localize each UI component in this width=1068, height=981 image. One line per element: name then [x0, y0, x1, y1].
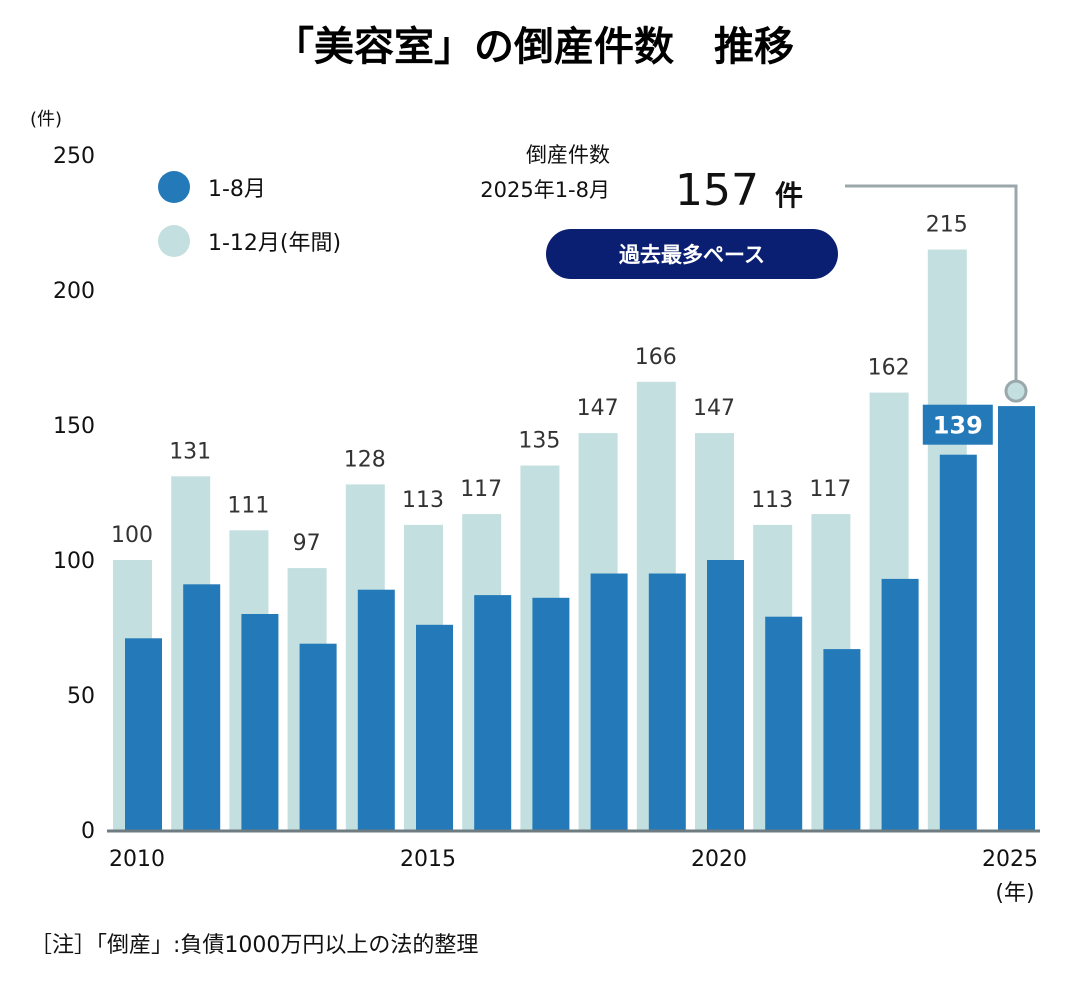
bar-jan-aug-2015	[416, 624, 453, 830]
legend-label-jan-aug: 1-8月	[208, 177, 266, 202]
legend-swatch-annual	[158, 225, 190, 257]
value-label-annual-2023: 162	[868, 356, 910, 381]
bar-jan-aug-2016	[474, 595, 512, 830]
value-label-annual-2017: 135	[518, 429, 560, 454]
record-pace-badge-label: 過去最多ペース	[619, 243, 765, 267]
bar-jan-aug-2023	[881, 578, 919, 830]
bar-jan-aug-2010	[125, 638, 162, 830]
value-label-annual-2016: 117	[460, 477, 502, 502]
legend: 1-8月 1-12月(年間)	[158, 171, 341, 257]
bar-jan-aug-2020	[707, 560, 744, 830]
value-label-annual-2012: 111	[227, 493, 269, 518]
value-label-annual-2020: 147	[693, 396, 735, 421]
value-label-annual-2015: 113	[402, 488, 444, 513]
bar-jan-aug-2017	[532, 597, 570, 830]
bar-jan-aug-2019	[648, 573, 686, 830]
data-labels: 100 131 111 97 128 113 117 135 147 166 147 113 117 16…	[111, 213, 993, 556]
y-tick-label: 250	[53, 144, 95, 169]
footnote: ［注］「倒産」:負債1000万円以上の法的整理	[30, 933, 478, 958]
bar-jan-aug-2025	[998, 406, 1035, 830]
value-label-jan-aug-2024: 139	[933, 412, 983, 440]
callout-unit: 件	[775, 179, 803, 212]
bar-jan-aug-2022	[823, 649, 861, 830]
callout-leader-line	[845, 184, 1018, 391]
series-jan-aug-bars	[125, 406, 1035, 830]
value-label-annual-2019: 166	[635, 345, 677, 370]
y-axis-unit: (件)	[30, 109, 62, 130]
y-tick-label: 0	[81, 819, 95, 844]
value-label-annual-2014: 128	[344, 447, 386, 472]
bar-jan-aug-2024	[939, 454, 977, 830]
bar-jan-aug-2012	[241, 614, 279, 830]
value-label-annual-2021: 113	[751, 488, 793, 513]
value-label-annual-2018: 147	[577, 396, 619, 421]
callout-leader-dot	[1004, 379, 1028, 403]
x-tick-label: 2020	[691, 847, 747, 872]
bar-jan-aug-2018	[590, 573, 628, 830]
callout: 倒産件数 2025年1-8月 157 件 過去最多ペース	[480, 143, 1028, 403]
callout-line2: 2025年1-8月	[480, 178, 610, 202]
legend-swatch-jan-aug	[158, 171, 190, 203]
value-label-annual-2010: 100	[111, 523, 153, 548]
bar-jan-aug-2011	[183, 584, 221, 830]
value-label-annual-2024: 215	[926, 213, 968, 238]
x-tick-label: 2010	[109, 847, 165, 872]
y-tick-label: 200	[53, 279, 95, 304]
y-tick-label: 100	[53, 549, 95, 574]
value-label-annual-2022: 117	[809, 477, 851, 502]
x-axis-ticks: 2010 2015 2020 2025	[109, 847, 1038, 872]
legend-label-annual: 1-12月(年間)	[208, 231, 341, 256]
bar-jan-aug-2021	[765, 616, 803, 830]
y-axis-ticks: 0 50 100 150 200 250	[53, 144, 95, 844]
y-tick-label: 50	[67, 684, 95, 709]
x-axis-unit: (年)	[995, 881, 1034, 906]
callout-value: 157	[675, 165, 759, 216]
bar-jan-aug-2014	[357, 589, 395, 830]
x-tick-label: 2025	[982, 847, 1038, 872]
callout-line1: 倒産件数	[526, 143, 610, 167]
record-pace-badge	[546, 229, 838, 279]
y-tick-label: 150	[53, 414, 95, 439]
bar-jan-aug-2013	[299, 643, 337, 830]
value-box-jan-aug-2024	[922, 404, 993, 445]
chart-title: 「美容室」の倒産件数 推移	[274, 24, 794, 70]
value-label-annual-2013: 97	[293, 531, 321, 556]
x-tick-label: 2015	[400, 847, 456, 872]
value-label-annual-2011: 131	[169, 439, 211, 464]
